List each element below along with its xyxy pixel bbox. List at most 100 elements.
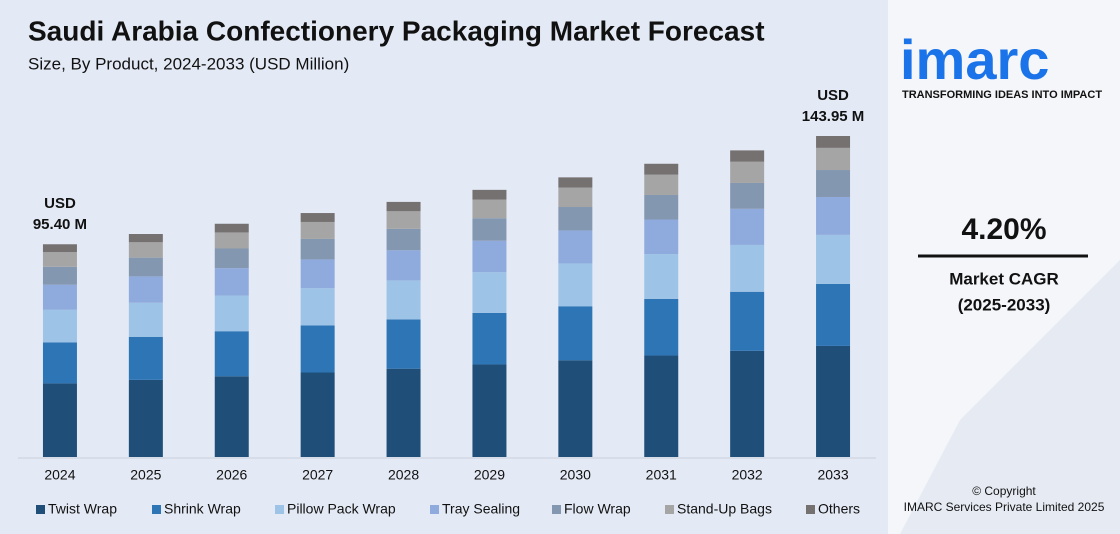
bar-segment: [730, 150, 765, 162]
bar-segment: [816, 170, 851, 197]
total-annotation: 95.40 M: [33, 216, 87, 233]
bar-segment: [472, 218, 507, 241]
bar-segment: [816, 283, 851, 346]
bar-segment: [558, 187, 593, 208]
total-annotation: USD: [817, 87, 849, 104]
bar-segment: [730, 244, 765, 292]
bar-segment: [472, 272, 507, 313]
bar-segment: [42, 383, 77, 457]
x-tick-label: 2029: [474, 467, 505, 483]
bar-segment: [386, 211, 421, 229]
cagr-period: (2025-2033): [958, 295, 1051, 314]
bar-segment: [42, 244, 77, 253]
x-tick-label: 2031: [646, 467, 677, 483]
x-tick-label: 2028: [388, 467, 419, 483]
bar-segment: [128, 257, 163, 277]
bar-segment: [472, 240, 507, 273]
bar-segment: [300, 238, 335, 260]
bar-segment: [816, 136, 851, 148]
x-tick-label: 2033: [817, 467, 848, 483]
bar-segment: [644, 219, 679, 255]
chart-subtitle: Size, By Product, 2024-2033 (USD Million…: [28, 54, 349, 73]
legend-swatch: [36, 505, 45, 514]
legend-swatch: [275, 505, 284, 514]
cagr-value: 4.20%: [961, 213, 1046, 246]
bar-segment: [472, 364, 507, 457]
legend-label: Flow Wrap: [564, 501, 631, 517]
bar-segment: [42, 252, 77, 267]
legend-label: Tray Sealing: [442, 501, 520, 517]
bar-segment: [644, 194, 679, 220]
bar-segment: [214, 331, 249, 377]
bar-segment: [128, 242, 163, 258]
legend-label: Pillow Pack Wrap: [287, 501, 396, 517]
bar-segment: [558, 306, 593, 361]
bar-segment: [644, 298, 679, 356]
bar-segment: [816, 234, 851, 284]
legend-swatch: [806, 505, 815, 514]
x-tick-label: 2030: [560, 467, 591, 483]
bar-segment: [214, 232, 249, 249]
company: IMARC Services Private Limited 2025: [904, 500, 1105, 514]
bar-segment: [472, 199, 507, 219]
bar-segment: [472, 189, 507, 200]
bar-segment: [386, 368, 421, 457]
bar-segment: [128, 276, 163, 303]
bar-segment: [42, 309, 77, 343]
bar-segment: [816, 196, 851, 235]
tagline: TRANSFORMING IDEAS INTO IMPACT: [902, 89, 1102, 101]
bar-segment: [300, 325, 335, 373]
bar-segment: [386, 280, 421, 320]
bar-segment: [214, 376, 249, 457]
legend-label: Shrink Wrap: [164, 501, 241, 517]
legend-label: Stand-Up Bags: [677, 501, 772, 517]
bar-segment: [558, 263, 593, 307]
bar-segment: [730, 161, 765, 183]
bar-segment: [42, 342, 77, 384]
bar-segment: [128, 302, 163, 337]
x-tick-label: 2025: [130, 467, 161, 483]
logo: imarc: [900, 28, 1049, 91]
legend-swatch: [430, 505, 439, 514]
bar-segment: [300, 221, 335, 239]
bar-segment: [644, 163, 679, 175]
bar-segment: [386, 319, 421, 369]
bar-segment: [644, 174, 679, 195]
x-tick-label: 2024: [44, 467, 75, 483]
bar-segment: [472, 312, 507, 365]
bar-segment: [214, 295, 249, 332]
bar-segment: [730, 182, 765, 209]
bar-segment: [730, 208, 765, 245]
bar-segment: [300, 372, 335, 457]
total-annotation: USD: [44, 195, 76, 212]
cagr-label: Market CAGR: [949, 269, 1059, 288]
bar-segment: [730, 291, 765, 351]
panel-decoration: [900, 260, 1120, 534]
bar-segment: [644, 254, 679, 299]
bar-segment: [42, 284, 77, 310]
bar-segment: [386, 201, 421, 212]
bar-segment: [128, 234, 163, 243]
bar-segment: [644, 355, 679, 457]
x-tick-label: 2027: [302, 467, 333, 483]
legend-label: Others: [818, 501, 860, 517]
bar-segment: [386, 228, 421, 251]
total-annotation: 143.95 M: [802, 108, 865, 125]
bar-segment: [42, 266, 77, 285]
x-tick-label: 2026: [216, 467, 247, 483]
bar-segment: [386, 250, 421, 281]
bar-segment: [214, 223, 249, 233]
copyright: © Copyright: [972, 484, 1036, 498]
bar-segment: [730, 350, 765, 457]
bar-segment: [128, 379, 163, 457]
bar-segment: [558, 360, 593, 457]
bar-segment: [558, 207, 593, 231]
legend-swatch: [552, 505, 561, 514]
bar-segment: [128, 336, 163, 380]
chart-title: Saudi Arabia Confectionery Packaging Mar…: [28, 15, 765, 46]
bar-segment: [214, 268, 249, 296]
bar-segment: [300, 213, 335, 222]
bar-segment: [816, 345, 851, 457]
bar-segment: [558, 230, 593, 264]
